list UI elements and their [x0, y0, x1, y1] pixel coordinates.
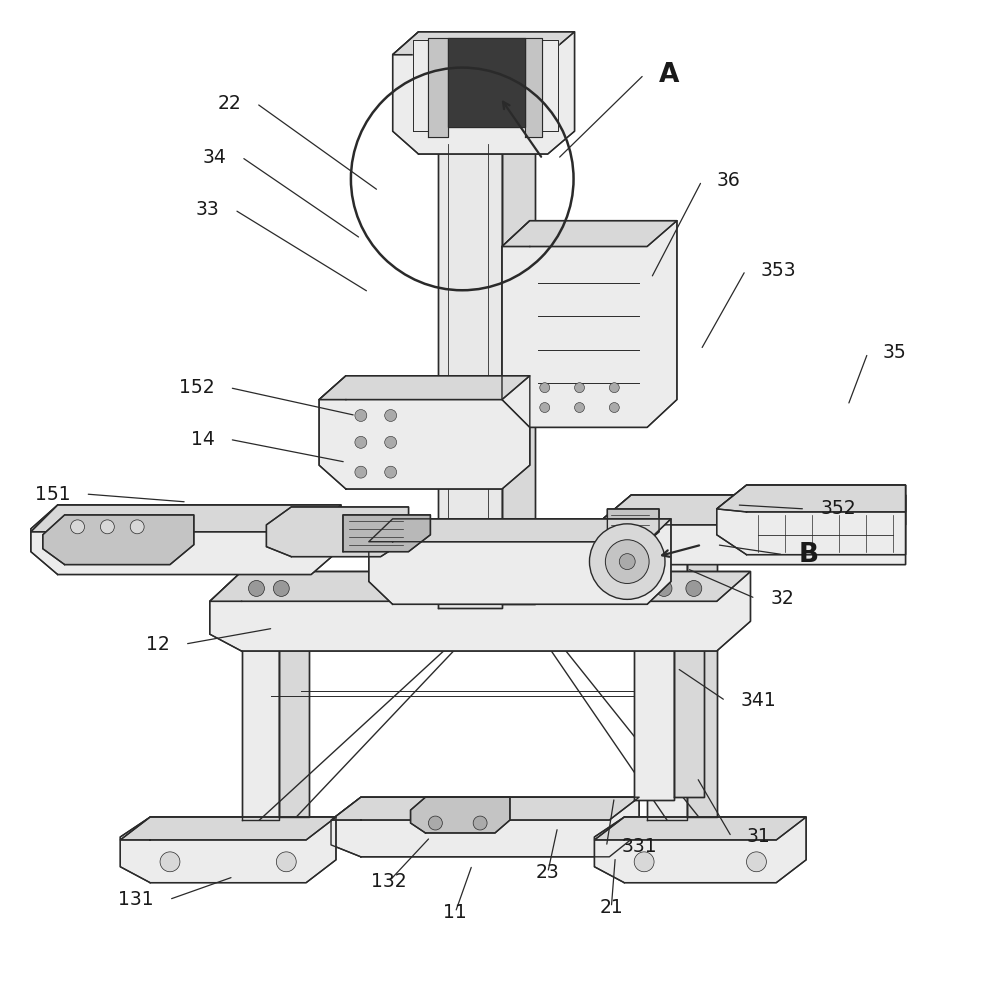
Text: 22: 22 — [218, 93, 242, 113]
Polygon shape — [369, 519, 671, 604]
Text: 14: 14 — [191, 429, 215, 449]
Polygon shape — [331, 797, 639, 857]
Polygon shape — [542, 40, 558, 131]
Polygon shape — [43, 515, 194, 565]
Polygon shape — [319, 376, 530, 400]
Circle shape — [575, 383, 584, 393]
Text: 23: 23 — [536, 863, 560, 883]
Circle shape — [385, 436, 397, 448]
Circle shape — [355, 436, 367, 448]
Polygon shape — [502, 221, 677, 427]
Text: A: A — [659, 62, 679, 87]
Polygon shape — [120, 817, 336, 883]
Polygon shape — [31, 505, 341, 532]
Text: 11: 11 — [443, 903, 467, 922]
Text: 31: 31 — [747, 827, 770, 847]
Text: 331: 331 — [621, 837, 657, 857]
Text: 36: 36 — [717, 171, 740, 191]
Circle shape — [71, 520, 85, 534]
Text: 132: 132 — [371, 872, 406, 892]
Polygon shape — [393, 32, 575, 55]
Text: 352: 352 — [820, 499, 856, 519]
Circle shape — [473, 816, 487, 830]
Circle shape — [575, 403, 584, 413]
Polygon shape — [525, 38, 542, 137]
Polygon shape — [31, 505, 341, 575]
Polygon shape — [369, 519, 671, 542]
Circle shape — [605, 540, 649, 583]
Polygon shape — [413, 40, 428, 131]
Circle shape — [634, 852, 654, 872]
Polygon shape — [717, 485, 906, 512]
Polygon shape — [634, 646, 674, 800]
Circle shape — [385, 410, 397, 421]
Text: 33: 33 — [196, 200, 220, 220]
Circle shape — [355, 410, 367, 421]
Text: 12: 12 — [146, 634, 170, 654]
Circle shape — [589, 524, 665, 599]
Polygon shape — [120, 817, 336, 840]
Polygon shape — [343, 515, 430, 552]
Text: 21: 21 — [599, 898, 623, 917]
Polygon shape — [428, 38, 448, 137]
Polygon shape — [502, 114, 535, 604]
Text: 151: 151 — [35, 484, 71, 504]
Circle shape — [130, 520, 144, 534]
Text: B: B — [798, 542, 818, 568]
Text: 131: 131 — [118, 890, 154, 910]
Circle shape — [540, 383, 550, 393]
Circle shape — [355, 466, 367, 478]
Polygon shape — [647, 519, 687, 820]
Circle shape — [428, 816, 442, 830]
Polygon shape — [687, 517, 717, 817]
Polygon shape — [674, 644, 704, 797]
Polygon shape — [393, 32, 575, 154]
Polygon shape — [331, 797, 639, 820]
Circle shape — [100, 520, 114, 534]
Polygon shape — [502, 221, 677, 247]
Circle shape — [385, 466, 397, 478]
Text: 34: 34 — [203, 147, 227, 167]
Circle shape — [540, 403, 550, 413]
Text: 353: 353 — [760, 260, 796, 280]
Text: 32: 32 — [770, 588, 794, 608]
Text: 341: 341 — [741, 691, 776, 711]
Circle shape — [686, 580, 702, 596]
Polygon shape — [266, 507, 409, 557]
Polygon shape — [242, 532, 279, 820]
Circle shape — [619, 554, 635, 570]
Polygon shape — [210, 572, 750, 651]
Circle shape — [276, 852, 296, 872]
Circle shape — [160, 852, 180, 872]
Polygon shape — [448, 38, 525, 127]
Circle shape — [273, 580, 289, 596]
Polygon shape — [599, 495, 906, 525]
Circle shape — [656, 580, 672, 596]
Polygon shape — [599, 495, 906, 565]
Polygon shape — [607, 509, 659, 545]
Polygon shape — [438, 117, 502, 608]
Polygon shape — [319, 376, 530, 489]
Circle shape — [249, 580, 264, 596]
Polygon shape — [411, 797, 510, 833]
Polygon shape — [594, 817, 806, 840]
Polygon shape — [717, 485, 906, 555]
Circle shape — [747, 852, 766, 872]
Circle shape — [609, 383, 619, 393]
Polygon shape — [279, 529, 309, 817]
Text: 35: 35 — [883, 343, 906, 363]
Polygon shape — [594, 817, 806, 883]
Text: 152: 152 — [179, 378, 215, 398]
Circle shape — [609, 403, 619, 413]
Polygon shape — [210, 572, 750, 601]
